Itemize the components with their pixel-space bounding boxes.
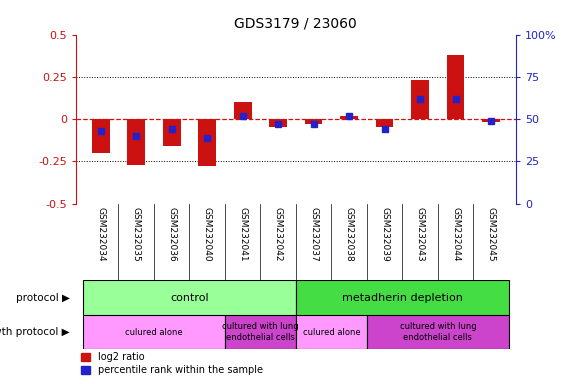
Bar [411,80,429,119]
Bar [340,116,358,119]
Bar [234,102,251,119]
Text: GSM232037: GSM232037 [309,207,318,262]
Text: GSM232041: GSM232041 [238,207,247,262]
Bar [296,280,509,315]
Text: GSM232045: GSM232045 [487,207,496,262]
Text: GSM232039: GSM232039 [380,207,389,262]
Text: cultured with lung
endothelial cells: cultured with lung endothelial cells [399,323,476,342]
Bar [163,119,181,146]
Text: culured alone: culured alone [125,328,182,337]
Title: GDS3179 / 23060: GDS3179 / 23060 [234,17,357,31]
Text: GSM232044: GSM232044 [451,207,460,262]
Bar [92,119,110,153]
Text: cultured with lung
endothelial cells: cultured with lung endothelial cells [222,323,298,342]
Text: protocol ▶: protocol ▶ [16,293,70,303]
Text: GSM232040: GSM232040 [203,207,212,262]
Bar [447,55,465,119]
Bar [225,315,296,349]
Bar [375,119,394,127]
Legend: log2 ratio, percentile rank within the sample: log2 ratio, percentile rank within the s… [80,353,263,375]
Text: GSM232036: GSM232036 [167,207,176,262]
Bar [305,119,322,124]
Text: GSM232043: GSM232043 [416,207,424,262]
Bar [83,280,296,315]
Text: growth protocol ▶: growth protocol ▶ [0,327,70,337]
Text: GSM232038: GSM232038 [345,207,354,262]
Bar [482,119,500,122]
Bar [269,119,287,127]
Bar [296,315,367,349]
Bar [198,119,216,166]
Bar [83,315,225,349]
Text: culured alone: culured alone [303,328,360,337]
Text: GSM232034: GSM232034 [96,207,105,262]
Text: GSM232042: GSM232042 [273,207,283,262]
Text: GSM232035: GSM232035 [132,207,141,262]
Text: control: control [170,293,209,303]
Text: metadherin depletion: metadherin depletion [342,293,463,303]
Bar [127,119,145,165]
Bar [367,315,509,349]
